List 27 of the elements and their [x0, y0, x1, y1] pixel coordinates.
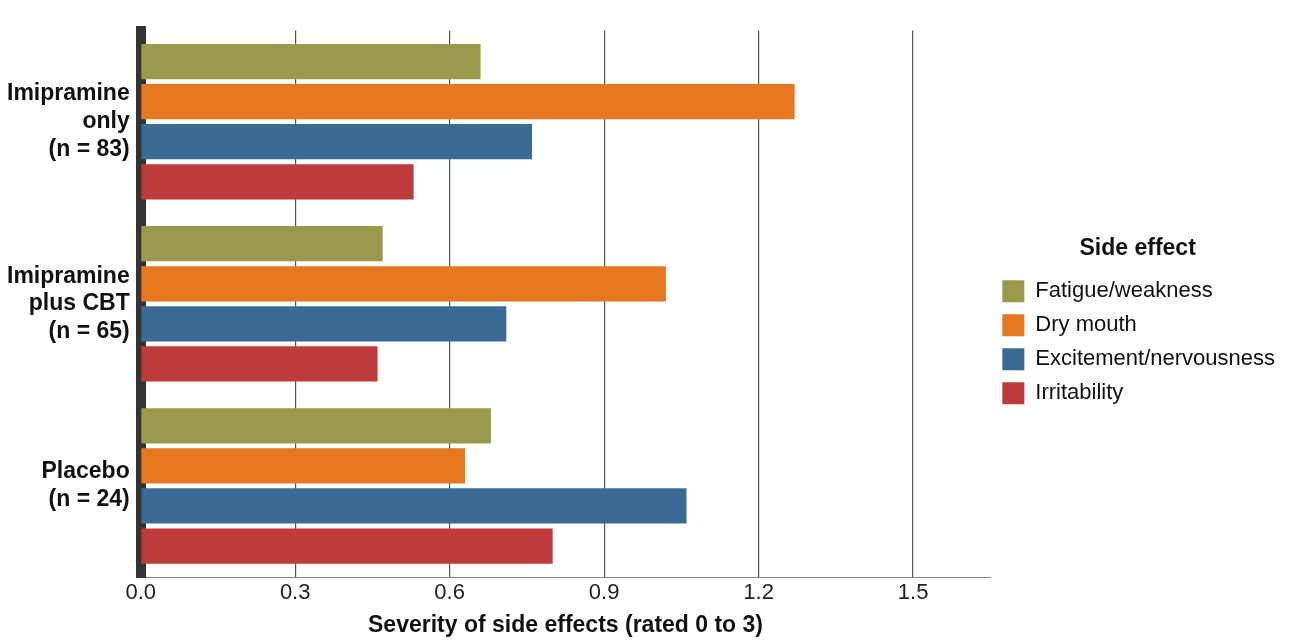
legend-label: Irritability: [1035, 379, 1124, 405]
x-tick-label: 0.3: [279, 579, 311, 605]
bar: [141, 84, 795, 120]
y-tick-label: Placebo (n = 24): [41, 457, 130, 512]
legend-label: Dry mouth: [1035, 311, 1137, 337]
legend-title: Side effect: [1079, 233, 1197, 260]
x-tick-label: 0.0: [125, 579, 156, 605]
x-tick-label: 0.9: [588, 579, 620, 605]
x-tick-label: 0.6: [434, 579, 465, 605]
bar: [141, 528, 553, 564]
x-axis-title: Severity of side effects (rated 0 to 3): [368, 610, 763, 637]
bar: [141, 448, 466, 484]
bar: [141, 346, 378, 382]
bar: [141, 266, 666, 302]
bar: [141, 306, 507, 342]
legend-label: Excitement/nervousness: [1035, 345, 1275, 371]
y-tick-label: Imipramine plus CBT (n = 65): [6, 261, 130, 343]
bar: [141, 43, 481, 80]
x-tick-label: 1.5: [897, 579, 929, 605]
bar: [141, 226, 383, 262]
bar: [141, 408, 491, 444]
bar: [141, 124, 533, 160]
bar: [141, 164, 414, 200]
legend-label: Fatigue/weakness: [1035, 277, 1213, 303]
x-tick-label: 1.2: [743, 579, 774, 605]
bar: [141, 488, 687, 524]
y-tick-label: Imipramine only (n = 83): [6, 79, 130, 161]
